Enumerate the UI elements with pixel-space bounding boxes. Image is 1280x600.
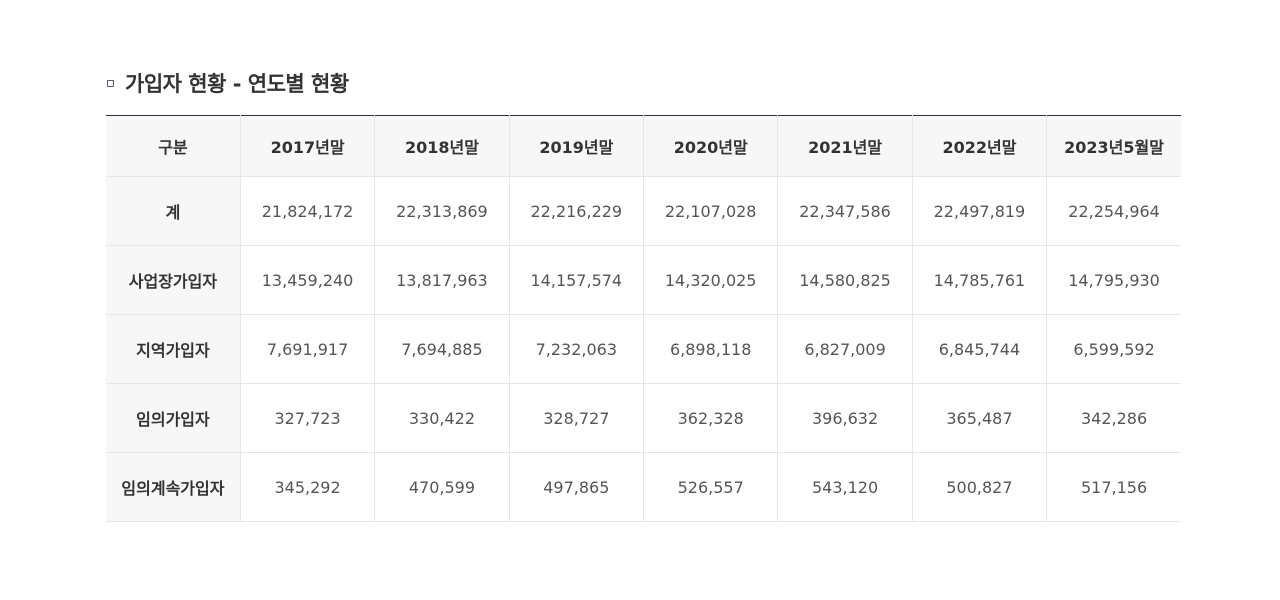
table-cell: 470,599 — [374, 452, 510, 522]
table-cell: 345,292 — [240, 452, 376, 522]
column-header: 2022년말 — [912, 115, 1048, 177]
table-cell: 7,691,917 — [240, 314, 376, 384]
section-title: 가입자 현황 - 연도별 현황 — [125, 72, 349, 96]
column-header: 2023년5월말 — [1046, 115, 1181, 177]
row-label: 계 — [106, 176, 241, 246]
table-cell: 396,632 — [777, 383, 913, 453]
table-row: 임의계속가입자 345,292 470,599 497,865 526,557 … — [106, 452, 1181, 522]
table-cell: 500,827 — [912, 452, 1048, 522]
column-header: 2021년말 — [777, 115, 913, 177]
table-cell: 22,107,028 — [643, 176, 779, 246]
table-cell: 22,347,586 — [777, 176, 913, 246]
table-cell: 13,817,963 — [374, 245, 510, 315]
section-header: 가입자 현황 - 연도별 현황 — [106, 66, 1181, 100]
table-cell: 365,487 — [912, 383, 1048, 453]
table-cell: 6,599,592 — [1046, 314, 1181, 384]
table-cell: 14,580,825 — [777, 245, 913, 315]
table-cell: 327,723 — [240, 383, 376, 453]
table-cell: 6,827,009 — [777, 314, 913, 384]
table-cell: 342,286 — [1046, 383, 1181, 453]
table-cell: 14,785,761 — [912, 245, 1048, 315]
column-header: 2017년말 — [240, 115, 376, 177]
table-cell: 526,557 — [643, 452, 779, 522]
table-header-row: 구분 2017년말 2018년말 2019년말 2020년말 2021년말 20… — [106, 115, 1181, 177]
table-cell: 330,422 — [374, 383, 510, 453]
column-header: 2020년말 — [643, 115, 779, 177]
subscriber-table: 구분 2017년말 2018년말 2019년말 2020년말 2021년말 20… — [106, 115, 1181, 522]
table-cell: 517,156 — [1046, 452, 1181, 522]
table-cell: 22,216,229 — [509, 176, 645, 246]
table-cell: 22,313,869 — [374, 176, 510, 246]
table-cell: 14,320,025 — [643, 245, 779, 315]
table-cell: 7,694,885 — [374, 314, 510, 384]
table-cell: 14,157,574 — [509, 245, 645, 315]
table-row: 임의가입자 327,723 330,422 328,727 362,328 39… — [106, 383, 1181, 453]
table-row: 계 21,824,172 22,313,869 22,216,229 22,10… — [106, 176, 1181, 246]
table-cell: 14,795,930 — [1046, 245, 1181, 315]
square-bullet-icon — [107, 79, 114, 87]
table-cell: 362,328 — [643, 383, 779, 453]
row-label: 임의계속가입자 — [106, 452, 241, 522]
table-row: 지역가입자 7,691,917 7,694,885 7,232,063 6,89… — [106, 314, 1181, 384]
row-label: 임의가입자 — [106, 383, 241, 453]
table-cell: 7,232,063 — [509, 314, 645, 384]
table-cell: 497,865 — [509, 452, 645, 522]
table-cell: 13,459,240 — [240, 245, 376, 315]
table-row: 사업장가입자 13,459,240 13,817,963 14,157,574 … — [106, 245, 1181, 315]
row-label: 지역가입자 — [106, 314, 241, 384]
table-cell: 6,898,118 — [643, 314, 779, 384]
table-cell: 22,254,964 — [1046, 176, 1181, 246]
subscriber-status-section: 가입자 현황 - 연도별 현황 구분 2017년말 2018년말 2019년말 … — [106, 66, 1181, 522]
row-label: 사업장가입자 — [106, 245, 241, 315]
column-header: 구분 — [106, 115, 241, 177]
column-header: 2019년말 — [509, 115, 645, 177]
table-cell: 543,120 — [777, 452, 913, 522]
table-cell: 21,824,172 — [240, 176, 376, 246]
table-cell: 22,497,819 — [912, 176, 1048, 246]
column-header: 2018년말 — [374, 115, 510, 177]
table-cell: 328,727 — [509, 383, 645, 453]
table-cell: 6,845,744 — [912, 314, 1048, 384]
